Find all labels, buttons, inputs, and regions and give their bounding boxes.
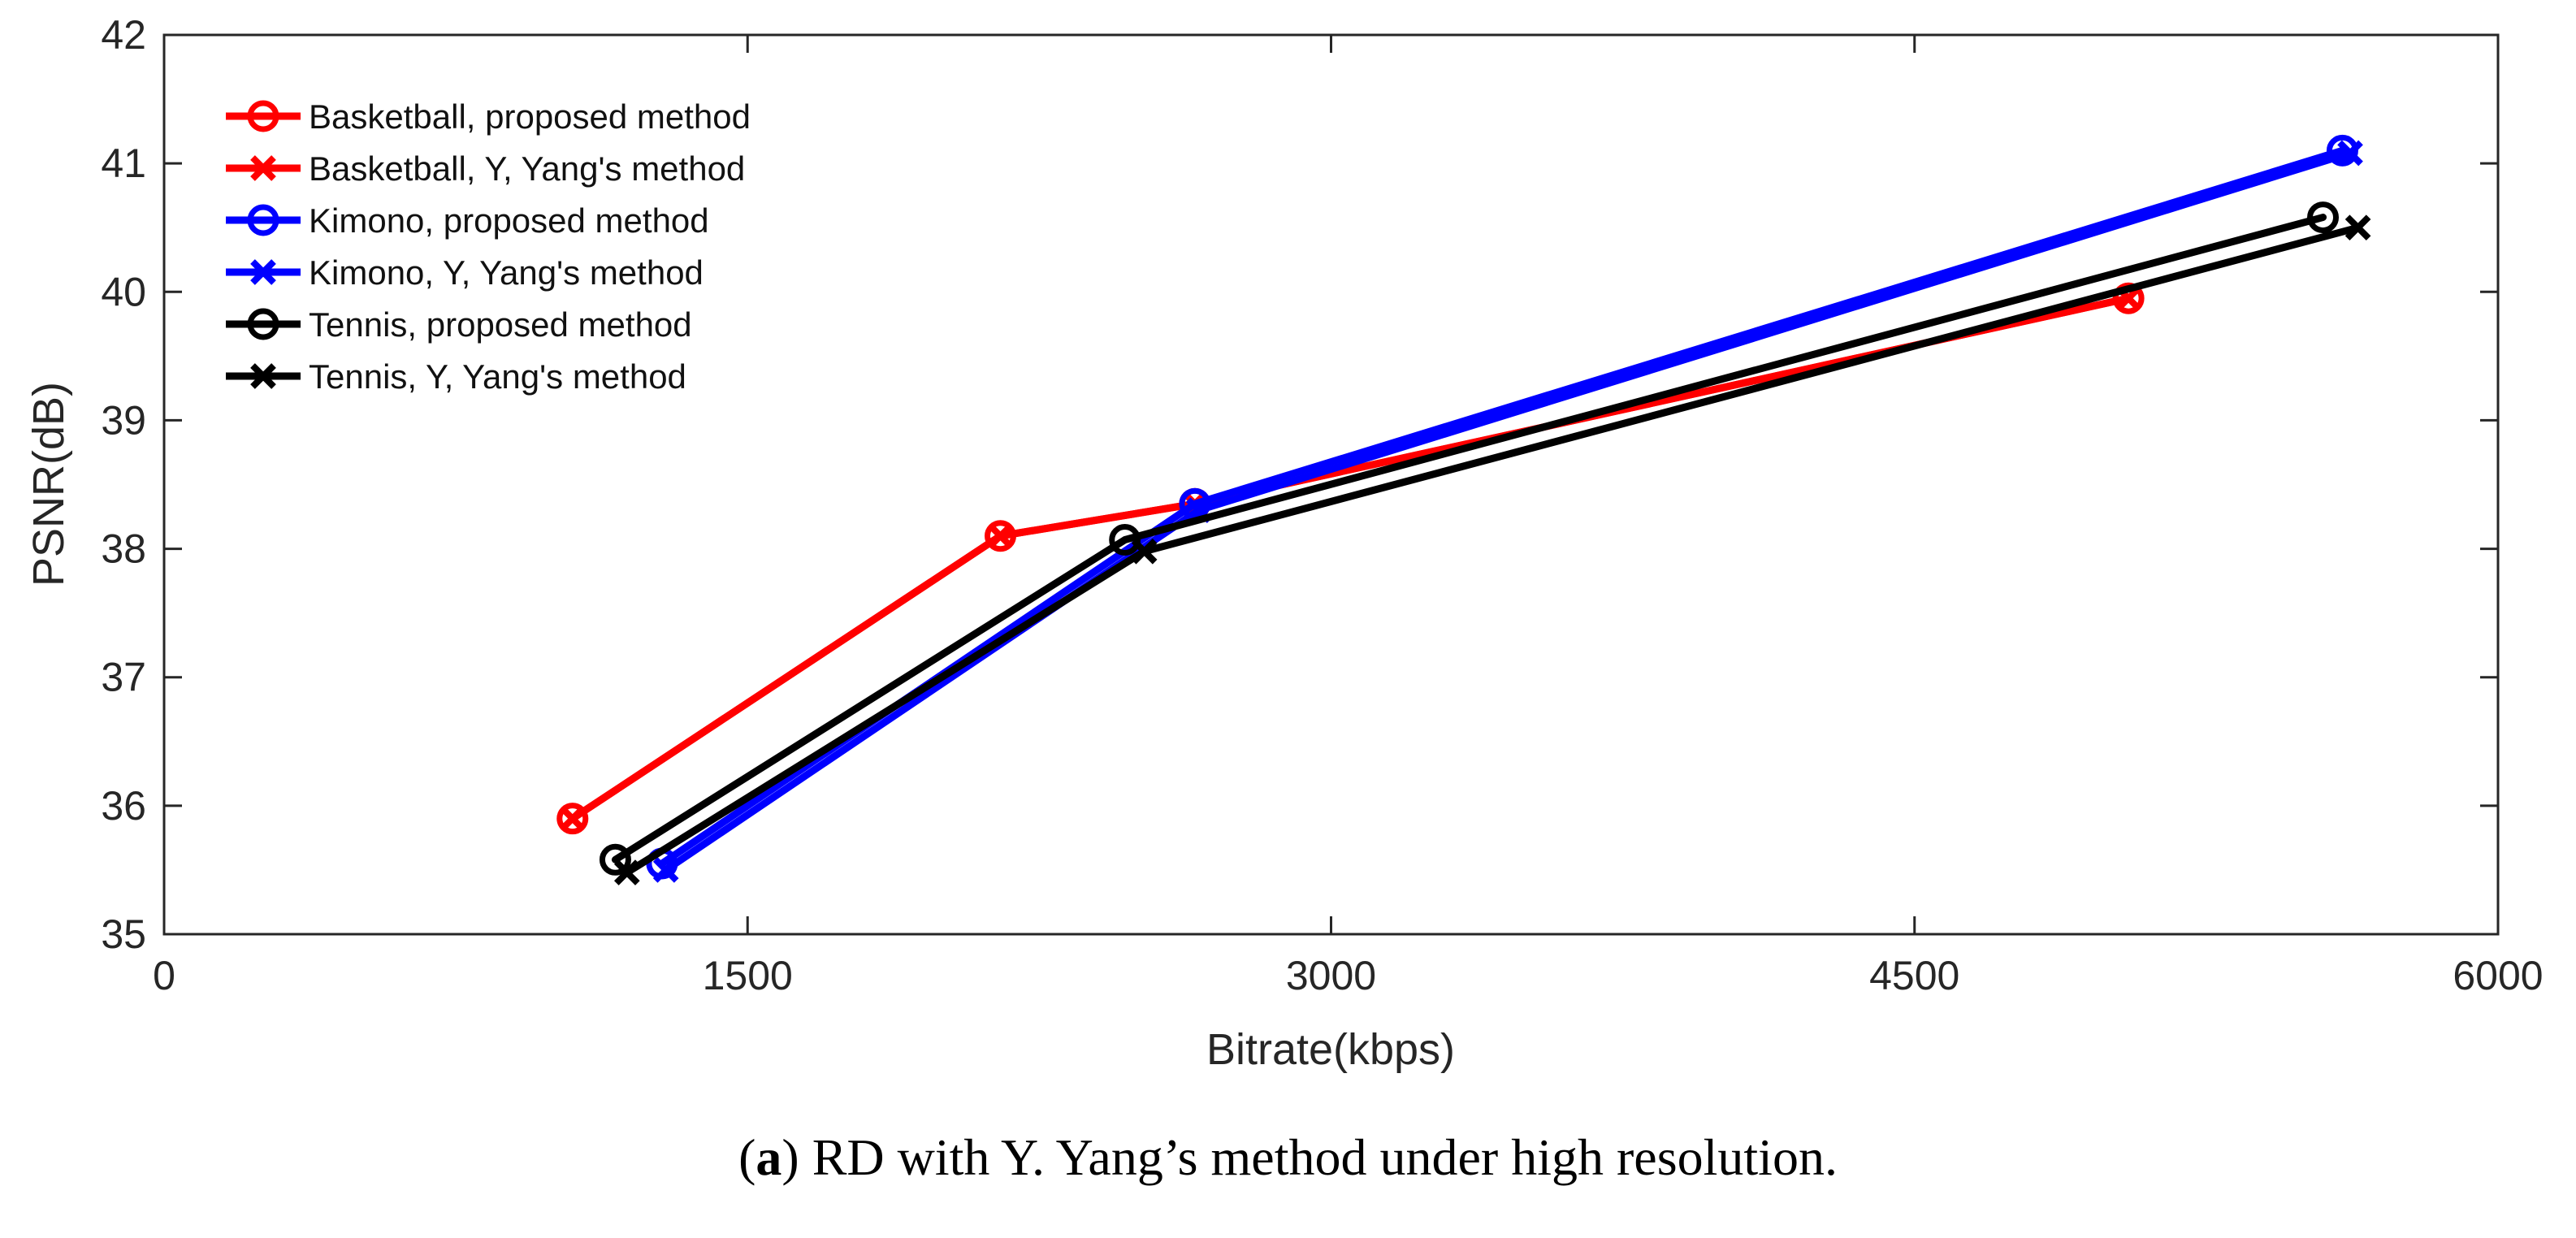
series-kimono-y-yang-s-method (652, 140, 2363, 883)
data-point-tennis-proposed-method-2 (2307, 201, 2340, 234)
caption-close-paren: ) (781, 1128, 799, 1186)
series-kimono-proposed-method (646, 134, 2358, 880)
legend: Basketball, proposed method Basketball, Y… (226, 97, 751, 396)
legend-entry-basketball-y-yang-s-method: Basketball, Y, Yang's method (226, 149, 745, 188)
y-tick-label: 40 (101, 269, 146, 314)
y-tick-label: 39 (101, 397, 146, 443)
caption-text: RD with Y. Yang’s method under high reso… (799, 1128, 1838, 1186)
legend-label: Basketball, proposed method (309, 97, 751, 136)
legend-entry-basketball-proposed-method: Basketball, proposed method (226, 97, 751, 136)
series-line-tennis-proposed-method (611, 214, 2327, 864)
series-line-kimono-y-yang-s-method (662, 149, 2354, 874)
legend-entry-kimono-proposed-method: Kimono, proposed method (226, 201, 709, 240)
legend-label: Tennis, proposed method (309, 305, 692, 344)
legend-entry-tennis-y-yang-s-method: Tennis, Y, Yang's method (226, 357, 686, 396)
legend-marker (250, 155, 276, 181)
series-tennis-y-yang-s-method (613, 214, 2371, 885)
legend-marker (247, 308, 279, 340)
y-tick-label: 35 (101, 911, 146, 957)
data-point-basketball-y-yang-s-method-0 (559, 805, 586, 832)
data-point-tennis-proposed-method-0 (599, 843, 631, 876)
y-tick-label: 37 (101, 655, 146, 700)
y-tick-label: 38 (101, 526, 146, 572)
series-tennis-proposed-method (599, 201, 2340, 876)
legend-marker (247, 204, 279, 236)
x-tick-label: 0 (153, 953, 175, 998)
y-tick-label: 42 (101, 12, 146, 58)
x-axis-title: Bitrate(kbps) (1206, 1025, 1455, 1074)
series-line-tennis-y-yang-s-method (623, 223, 2362, 877)
y-axis-title: PSNR(dB) (24, 382, 73, 587)
data-point-kimono-y-yang-s-method-2 (2337, 140, 2363, 167)
data-point-tennis-y-yang-s-method-2 (2344, 214, 2371, 241)
x-tick-label: 6000 (2453, 953, 2543, 998)
x-tick-label: 3000 (1286, 953, 1376, 998)
data-point-kimono-y-yang-s-method-0 (652, 857, 679, 883)
y-tick-label: 36 (101, 783, 146, 829)
legend-label: Kimono, Y, Yang's method (309, 253, 704, 292)
series-line-basketball-y-yang-s-method (569, 294, 2132, 823)
x-tick-label: 1500 (703, 953, 793, 998)
caption-open-paren: ( (738, 1128, 756, 1186)
data-point-tennis-y-yang-s-method-1 (1131, 538, 1158, 565)
x-tick-label: 4500 (1869, 953, 1959, 998)
data-point-basketball-y-yang-s-method-1 (987, 522, 1014, 549)
legend-marker (247, 100, 279, 132)
y-tick-label: 41 (101, 141, 146, 186)
series-line-kimono-proposed-method (658, 146, 2346, 868)
caption-label: a (755, 1128, 782, 1186)
data-point-basketball-proposed-method-0 (556, 803, 589, 835)
axis-ticks: 0 1500 3000 4500 6000 35 36 37 38 39 40 41 42 (101, 12, 2543, 998)
data-point-tennis-y-yang-s-method-0 (613, 859, 640, 885)
legend-marker (250, 259, 276, 285)
legend-entry-kimono-y-yang-s-method: Kimono, Y, Yang's method (226, 253, 704, 292)
legend-marker (250, 363, 276, 389)
legend-entry-tennis-proposed-method: Tennis, proposed method (226, 305, 692, 344)
legend-label: Kimono, proposed method (309, 201, 709, 240)
series-layer (556, 134, 2371, 885)
figure-caption: (a) RD with Y. Yang’s method under high … (0, 1128, 2576, 1188)
legend-label: Basketball, Y, Yang's method (309, 149, 745, 188)
data-point-tennis-proposed-method-1 (1109, 524, 1141, 556)
legend-label: Tennis, Y, Yang's method (309, 357, 686, 396)
